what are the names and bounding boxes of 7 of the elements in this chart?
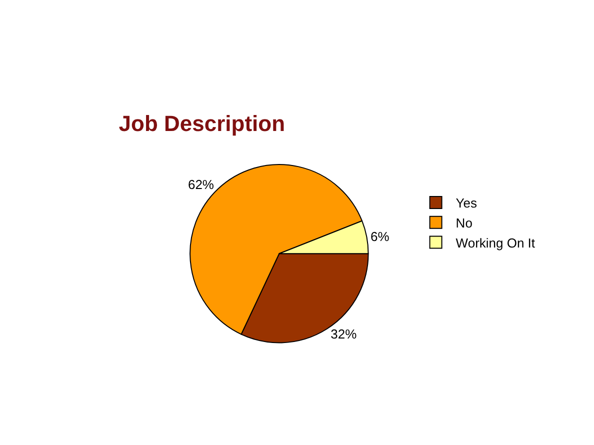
legend-label: No [456, 215, 472, 230]
legend-label: Yes [456, 196, 478, 211]
legend-label: Working On It [456, 235, 536, 250]
data-label: 6% [370, 229, 390, 244]
data-label: 32% [330, 326, 358, 342]
data-label: 62% [188, 177, 214, 192]
chart-title: Job Description [118, 111, 286, 136]
